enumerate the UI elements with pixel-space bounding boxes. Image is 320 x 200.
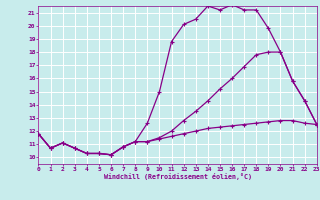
- X-axis label: Windchill (Refroidissement éolien,°C): Windchill (Refroidissement éolien,°C): [104, 173, 252, 180]
